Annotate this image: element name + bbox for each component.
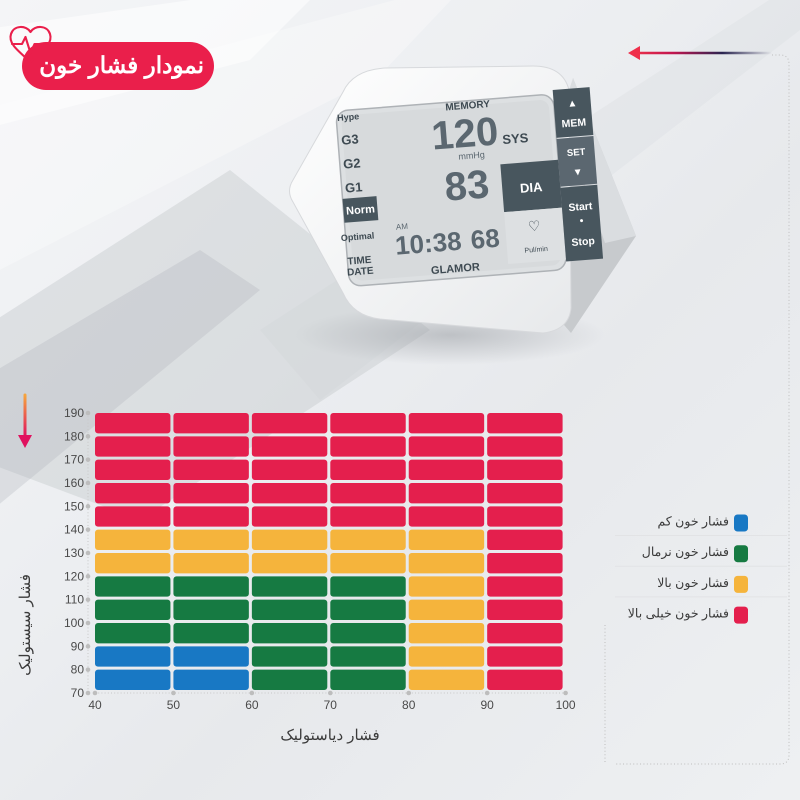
svg-text:70: 70 bbox=[71, 686, 85, 700]
svg-text:SYS: SYS bbox=[502, 130, 529, 147]
svg-text:فشار خون کم: فشار خون کم bbox=[657, 515, 729, 530]
svg-text:50: 50 bbox=[167, 698, 181, 712]
svg-text:G1: G1 bbox=[344, 179, 362, 195]
svg-text:فشار خون نرمال: فشار خون نرمال bbox=[642, 545, 729, 560]
svg-text:فشار سیستولیک: فشار سیستولیک bbox=[17, 574, 34, 676]
svg-text:G3: G3 bbox=[341, 131, 359, 147]
svg-text:68: 68 bbox=[470, 223, 501, 255]
svg-text:نمودار فشار خون: نمودار فشار خون bbox=[39, 52, 204, 80]
svg-text:DIA: DIA bbox=[520, 179, 544, 196]
svg-text:83: 83 bbox=[443, 162, 491, 209]
svg-text:190: 190 bbox=[64, 406, 84, 420]
svg-text:160: 160 bbox=[64, 476, 84, 490]
svg-text:SET: SET bbox=[567, 147, 586, 159]
svg-text:90: 90 bbox=[480, 698, 494, 712]
svg-text:♡: ♡ bbox=[527, 217, 541, 234]
svg-text:100: 100 bbox=[556, 698, 576, 712]
svg-text:فشار خون بالا: فشار خون بالا bbox=[657, 576, 729, 591]
svg-text:180: 180 bbox=[64, 429, 84, 443]
svg-text:100: 100 bbox=[64, 616, 84, 630]
svg-text:فشار خون خیلی بالا: فشار خون خیلی بالا bbox=[628, 607, 729, 622]
svg-text:Start: Start bbox=[568, 200, 593, 214]
svg-text:130: 130 bbox=[64, 546, 84, 560]
svg-text:170: 170 bbox=[64, 453, 84, 467]
svg-text:MEM: MEM bbox=[561, 116, 587, 130]
svg-text:90: 90 bbox=[71, 639, 85, 653]
svg-text:150: 150 bbox=[64, 499, 84, 513]
svg-text:140: 140 bbox=[64, 523, 84, 537]
svg-text:80: 80 bbox=[71, 663, 85, 677]
svg-text:DATE: DATE bbox=[347, 266, 375, 279]
svg-text:10:38: 10:38 bbox=[394, 226, 463, 261]
svg-text:40: 40 bbox=[88, 698, 102, 712]
svg-text:▲: ▲ bbox=[567, 98, 578, 110]
svg-text:▼: ▼ bbox=[572, 167, 583, 179]
svg-text:Hype: Hype bbox=[337, 111, 360, 123]
svg-text:110: 110 bbox=[65, 593, 84, 607]
svg-text:70: 70 bbox=[324, 698, 338, 712]
svg-text:60: 60 bbox=[245, 698, 259, 712]
svg-text:mmHg: mmHg bbox=[458, 150, 485, 162]
svg-text:Norm: Norm bbox=[346, 203, 376, 217]
svg-text:120: 120 bbox=[64, 569, 84, 583]
svg-text:80: 80 bbox=[402, 698, 416, 712]
svg-text:Stop: Stop bbox=[571, 235, 595, 249]
svg-text:G2: G2 bbox=[343, 155, 361, 171]
svg-text:فشار دیاستولیک: فشار دیاستولیک bbox=[280, 727, 379, 744]
